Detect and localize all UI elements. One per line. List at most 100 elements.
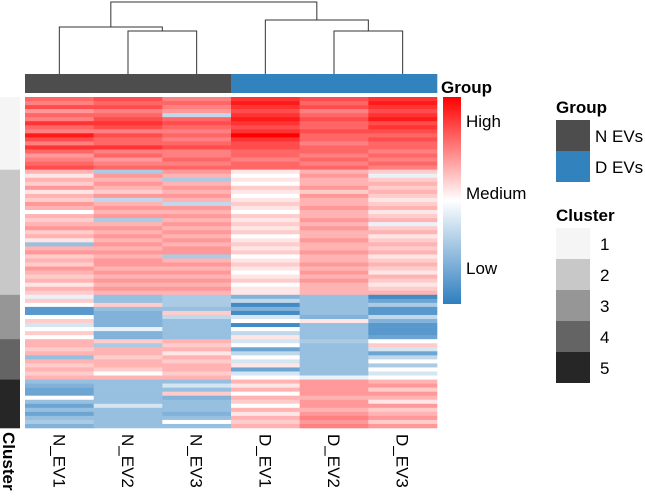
heatmap-cell	[25, 137, 94, 142]
heatmap-cell	[93, 286, 163, 292]
heatmap-cell	[162, 314, 232, 320]
heatmap-cell	[93, 201, 163, 207]
heatmap-cell	[25, 218, 94, 223]
heatmap-cell	[299, 177, 369, 183]
heatmap-cell	[162, 274, 232, 279]
column-dendrogram	[58, 1, 404, 74]
heatmap-cell	[93, 359, 163, 364]
heatmap-cell	[299, 387, 369, 392]
heatmap-cell	[299, 250, 369, 255]
heatmap-cell	[368, 347, 438, 352]
heatmap-cell	[299, 274, 369, 279]
heatmap-cell	[93, 310, 163, 316]
column-label: D_EV3	[393, 434, 412, 488]
heatmap-cell	[25, 129, 94, 134]
heatmap-cell	[231, 351, 300, 356]
heatmap-cell	[368, 383, 438, 388]
heatmap-cell	[93, 238, 163, 243]
heatmap-cell	[299, 363, 369, 368]
heatmap-cell	[93, 375, 163, 380]
heatmap-cell	[231, 335, 300, 340]
heatmap-cell	[162, 145, 232, 150]
column-label: D_EV1	[255, 434, 274, 488]
heatmap-cell	[93, 294, 163, 300]
heatmap-cell	[231, 359, 300, 364]
heatmap-cell	[231, 347, 300, 352]
heatmap-cell	[231, 189, 300, 195]
heatmap-cell	[299, 310, 369, 316]
heatmap-cell	[368, 157, 438, 162]
heatmap-cell	[299, 230, 369, 235]
heatmap-cell	[368, 274, 438, 279]
heatmap-cells	[25, 97, 438, 429]
heatmap-cell	[93, 419, 163, 425]
heatmap-cell	[25, 298, 94, 304]
heatmap-cell	[299, 161, 369, 166]
heatmap-cell	[93, 97, 163, 102]
heatmap-cell	[162, 205, 232, 211]
heatmap-cell	[93, 371, 163, 376]
heatmap-cell	[368, 319, 438, 324]
heatmap-cell	[25, 177, 94, 183]
heatmap-cell	[231, 234, 300, 239]
heatmap-cell	[162, 234, 232, 239]
heatmap-cell	[231, 411, 300, 417]
heatmap-cell	[231, 226, 300, 231]
column-label: N_EV3	[187, 434, 206, 488]
heatmap-cell	[299, 145, 369, 150]
heatmap-cell	[299, 105, 369, 110]
heatmap-cell	[299, 185, 369, 191]
heatmap-cell	[162, 173, 232, 179]
heatmap-cell	[231, 197, 300, 203]
heatmap-cell	[368, 117, 438, 122]
heatmap-cell	[231, 371, 300, 376]
heatmap-cell	[162, 395, 232, 401]
dendrogram-branch	[110, 1, 318, 27]
heatmap-cell	[25, 210, 94, 215]
heatmap-cell	[162, 254, 232, 259]
heatmap-cell	[231, 302, 300, 308]
heatmap-cell	[368, 302, 438, 308]
heatmap-cell	[299, 399, 369, 405]
heatmap-cell	[299, 173, 369, 179]
heatmap-cell	[231, 391, 300, 397]
heatmap-cell	[299, 266, 369, 271]
heatmap-cell	[162, 359, 232, 364]
column-label: N_EV1	[49, 434, 68, 488]
heatmap-cell	[25, 395, 94, 401]
heatmap-cell	[368, 359, 438, 364]
heatmap-cell	[93, 274, 163, 279]
heatmap-cell	[299, 347, 369, 352]
heatmap-cell	[25, 423, 94, 429]
heatmap-cell	[368, 387, 438, 392]
heatmap-cell	[93, 105, 163, 110]
group-bar-cell	[93, 74, 163, 93]
heatmap-cell	[368, 286, 438, 292]
heatmap-cell	[299, 335, 369, 340]
heatmap-cell	[162, 238, 232, 243]
group-annotation-bar	[25, 74, 438, 93]
heatmap-cell	[231, 387, 300, 392]
heatmap-cell	[93, 266, 163, 271]
heatmap-cell	[231, 379, 300, 384]
heatmap-cell	[93, 141, 163, 146]
heatmap-cell	[93, 290, 163, 296]
heatmap-cell	[231, 169, 300, 174]
heatmap-cell	[162, 226, 232, 231]
heatmap-cell	[231, 375, 300, 380]
heatmap-cell	[25, 294, 94, 300]
heatmap-cell	[368, 379, 438, 384]
heatmap-cell	[25, 169, 94, 174]
heatmap-cell	[162, 363, 232, 368]
heatmap-cell	[25, 347, 94, 352]
heatmap-cell	[368, 121, 438, 126]
heatmap-cell	[25, 391, 94, 397]
heatmap-cell	[93, 133, 163, 138]
heatmap-cell	[25, 419, 94, 425]
heatmap-cell	[368, 327, 438, 332]
heatmap-cell	[25, 197, 94, 203]
heatmap-cell	[25, 286, 94, 292]
heatmap-cell	[25, 266, 94, 271]
heatmap-cell	[93, 319, 163, 324]
heatmap-cell	[368, 105, 438, 110]
